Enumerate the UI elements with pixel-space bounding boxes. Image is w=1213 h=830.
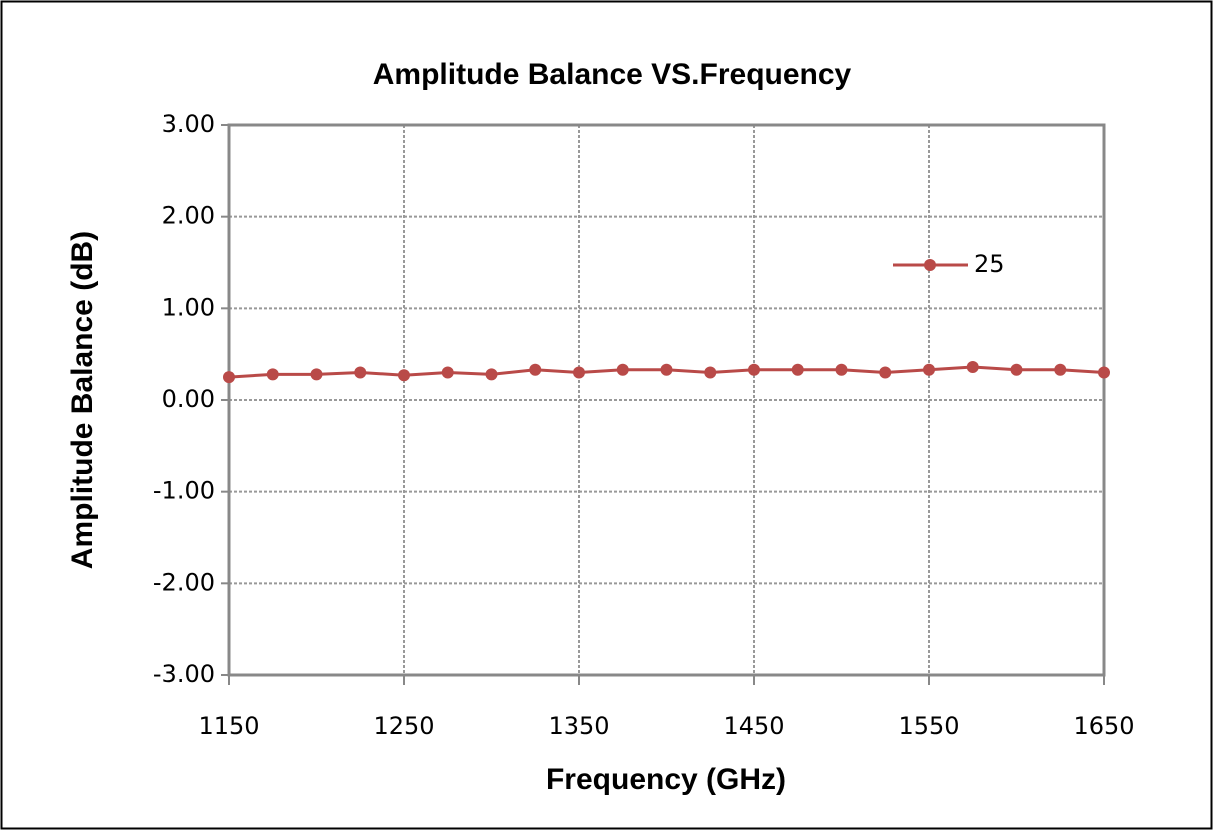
data-point (748, 363, 760, 376)
data-point (791, 363, 804, 376)
data-point (529, 363, 542, 376)
x-tick-label: 1550 (898, 712, 959, 740)
chart-title: Amplitude Balance VS.Frequency (373, 58, 852, 91)
plot-border (227, 123, 1106, 677)
data-point (879, 366, 892, 379)
data-point (398, 369, 410, 382)
data-point (835, 363, 848, 376)
data-point (223, 371, 235, 384)
x-axis-label: Frequency (GHz) (546, 763, 786, 796)
y-tick-label: -1.00 (153, 477, 215, 505)
y-tick-label: 2.00 (162, 202, 215, 230)
data-point (966, 361, 979, 373)
data-point (266, 368, 279, 381)
y-tick-label: -2.00 (153, 568, 215, 596)
data-point (310, 368, 323, 381)
x-tick-label: 1150 (198, 712, 259, 740)
x-tick-label: 1650 (1073, 712, 1134, 740)
data-point (616, 363, 629, 376)
data-point (485, 368, 498, 381)
data-point (441, 366, 454, 379)
x-tick-label: 1350 (548, 712, 609, 740)
y-tick-label: 1.00 (162, 293, 215, 321)
y-tick-label: 3.00 (162, 110, 215, 138)
data-point (704, 366, 717, 379)
data-point (354, 366, 367, 379)
legend-label: 25 (974, 250, 1005, 278)
data-point (1010, 363, 1023, 376)
data-point (1098, 366, 1110, 379)
x-tick-label: 1250 (373, 712, 434, 740)
y-tick-label: 0.00 (162, 385, 215, 413)
y-axis-label: Amplitude Balance (dB) (66, 231, 99, 569)
data-point (660, 363, 673, 376)
legend-marker (924, 259, 936, 271)
data-point (1054, 363, 1067, 376)
x-tick-label: 1450 (723, 712, 784, 740)
data-point (923, 363, 935, 376)
data-point (573, 366, 585, 379)
y-tick-label: -3.00 (153, 660, 215, 688)
